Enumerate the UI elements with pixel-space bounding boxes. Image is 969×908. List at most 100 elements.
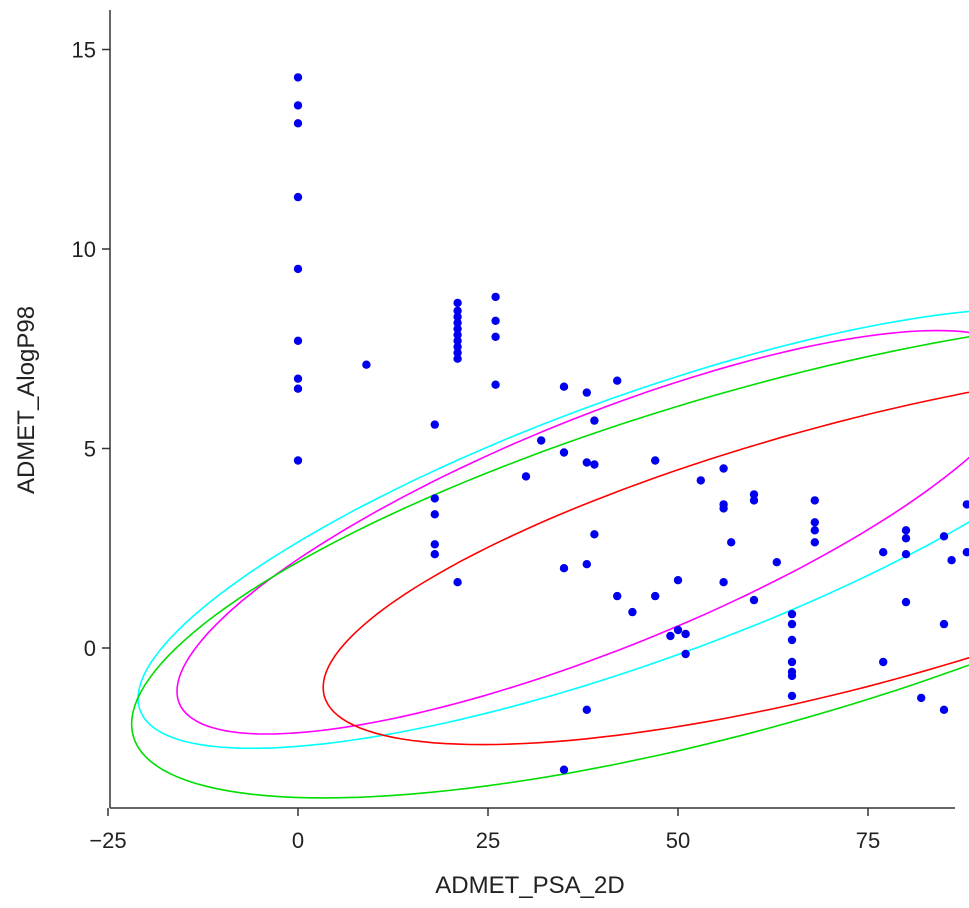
- data-point: [613, 591, 622, 601]
- data-point: [666, 631, 675, 641]
- data-point: [939, 532, 949, 541]
- data-point: [293, 192, 303, 202]
- data-point: [453, 354, 462, 363]
- data-point: [719, 504, 728, 513]
- data-point: [582, 458, 591, 467]
- data-point: [651, 591, 660, 601]
- data-point: [673, 625, 683, 635]
- y-tick-label: 0: [84, 636, 96, 661]
- data-point: [749, 496, 759, 505]
- data-point: [430, 550, 439, 559]
- data-point: [719, 464, 728, 473]
- data-point: [787, 691, 797, 701]
- data-point: [293, 101, 303, 110]
- data-point: [293, 384, 303, 393]
- data-point: [491, 316, 500, 325]
- data-point: [901, 597, 911, 607]
- data-point: [787, 609, 797, 619]
- data-point: [879, 548, 888, 557]
- data-point: [673, 576, 683, 585]
- data-point: [962, 500, 969, 509]
- data-point: [590, 530, 599, 539]
- ellipse-layer: [130, 310, 969, 799]
- data-point: [491, 380, 500, 389]
- data-point: [628, 607, 637, 617]
- x-axis-title: ADMET_PSA_2D: [435, 872, 624, 899]
- data-point: [749, 490, 759, 499]
- y-tick-layer: 0 5 10 15: [72, 38, 110, 661]
- data-point: [537, 436, 546, 445]
- data-point: [810, 518, 819, 527]
- data-point: [491, 292, 500, 302]
- data-point: [727, 538, 736, 547]
- data-point: [293, 374, 303, 383]
- data-point: [787, 671, 797, 681]
- x-tick-layer: −250255075100125150: [89, 808, 880, 853]
- data-point: [749, 595, 759, 605]
- data-point: [453, 306, 462, 315]
- confidence-ellipse-4: [130, 336, 969, 799]
- data-point: [939, 619, 949, 629]
- data-point: [787, 657, 797, 667]
- data-point: [696, 476, 705, 485]
- data-point: [430, 510, 439, 519]
- data-point: [293, 456, 303, 465]
- data-point: [582, 705, 591, 714]
- x-tick-label: 50: [666, 828, 690, 853]
- data-point: [901, 534, 911, 543]
- confidence-ellipse-1: [137, 310, 969, 750]
- data-point: [453, 348, 462, 357]
- data-point: [430, 494, 439, 503]
- data-point: [559, 448, 569, 457]
- data-point: [453, 312, 462, 321]
- data-point: [559, 382, 569, 391]
- y-tick-label: 15: [72, 38, 96, 63]
- data-point: [590, 416, 599, 425]
- x-tick-label: 75: [856, 828, 880, 853]
- data-point: [810, 538, 819, 547]
- data-point: [810, 496, 819, 505]
- data-point: [453, 578, 462, 587]
- y-axis-title: ADMET_AlogP98: [13, 306, 40, 494]
- data-point: [293, 264, 303, 274]
- data-point: [651, 456, 660, 465]
- data-point: [453, 336, 462, 345]
- data-point: [681, 629, 690, 639]
- data-point: [293, 119, 303, 128]
- data-point: [430, 420, 439, 429]
- data-point: [453, 318, 462, 327]
- data-point: [947, 556, 956, 565]
- data-point: [901, 526, 911, 535]
- data-point: [362, 360, 371, 369]
- point-layer: [293, 73, 969, 774]
- confidence-ellipse-3: [322, 391, 969, 746]
- x-tick-label: 25: [476, 828, 500, 853]
- data-point: [787, 619, 797, 629]
- data-point: [901, 550, 911, 559]
- data-point: [293, 73, 303, 82]
- data-point: [453, 342, 462, 351]
- data-point: [917, 693, 926, 703]
- data-point: [772, 558, 781, 567]
- data-point: [719, 578, 728, 587]
- axes-layer: [109, 10, 955, 809]
- data-point: [293, 336, 303, 345]
- data-point: [787, 635, 797, 645]
- data-point: [962, 548, 969, 557]
- data-point: [453, 324, 462, 333]
- data-point: [582, 388, 591, 397]
- data-point: [879, 657, 888, 667]
- data-point: [430, 540, 439, 549]
- data-point: [521, 472, 531, 481]
- data-point: [810, 526, 819, 535]
- data-point: [613, 376, 622, 385]
- y-tick-label: 5: [84, 437, 96, 462]
- data-point: [590, 460, 599, 469]
- data-point: [453, 298, 462, 308]
- data-point: [453, 330, 462, 339]
- data-point: [559, 765, 569, 774]
- data-point: [939, 705, 949, 714]
- y-tick-label: 10: [72, 237, 96, 262]
- x-tick-label: −25: [89, 828, 126, 853]
